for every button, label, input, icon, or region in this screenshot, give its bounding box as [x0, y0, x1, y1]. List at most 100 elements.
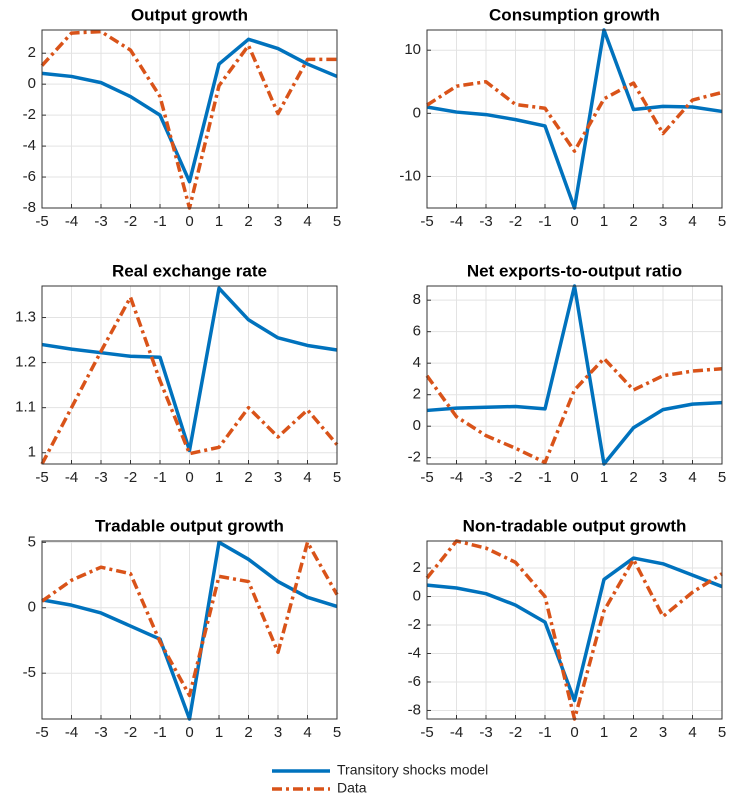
y-tick-label: -2	[23, 106, 36, 123]
axes-box	[41, 285, 338, 465]
data-line	[41, 37, 338, 184]
x-tick-label: 4	[303, 213, 311, 230]
y-tick-label: 0	[413, 104, 421, 121]
y-tick-label: -10	[399, 167, 421, 184]
x-tick-label: -5	[420, 469, 433, 486]
x-tick-label: -3	[94, 724, 107, 741]
x-tick-label: -2	[509, 724, 522, 741]
x-tick-label: 0	[185, 469, 193, 486]
y-tick-label: -6	[408, 673, 421, 690]
x-tick-label: -2	[124, 724, 137, 741]
data-line	[426, 556, 723, 703]
x-tick-label: 1	[215, 469, 223, 486]
x-tick-label: -4	[65, 724, 78, 741]
x-tick-label: -1	[538, 724, 551, 741]
axes-box	[426, 285, 723, 465]
y-tick-label: 2	[28, 44, 36, 61]
axes-box	[426, 29, 723, 209]
x-tick-label: 4	[688, 213, 696, 230]
x-tick-label: -4	[65, 469, 78, 486]
x-tick-label: 5	[718, 213, 726, 230]
legend-label: Data	[337, 780, 367, 796]
y-tick-label: -4	[23, 137, 36, 154]
x-tick-label: 2	[629, 469, 637, 486]
x-tick-label: -3	[94, 469, 107, 486]
x-tick-label: -1	[538, 469, 551, 486]
x-tick-label: 4	[303, 469, 311, 486]
x-tick-label: -4	[450, 724, 463, 741]
x-tick-label: 3	[274, 469, 282, 486]
chart-title: Net exports-to-output ratio	[467, 261, 682, 280]
chart-title: Real exchange rate	[112, 261, 267, 280]
x-tick-label: 1	[600, 724, 608, 741]
x-tick-label: 0	[185, 724, 193, 741]
x-tick-label: 3	[274, 724, 282, 741]
y-tick-label: -8	[408, 701, 421, 718]
y-tick-label: -8	[23, 199, 36, 216]
y-tick-label: 6	[413, 323, 421, 340]
x-tick-label: 0	[570, 469, 578, 486]
x-tick-label: 5	[333, 469, 341, 486]
x-tick-label: -5	[35, 213, 48, 230]
x-tick-label: 2	[244, 724, 252, 741]
y-tick-label: 2	[413, 559, 421, 576]
y-tick-label: 5	[28, 533, 36, 550]
x-tick-label: -3	[479, 469, 492, 486]
y-tick-label: -4	[408, 644, 421, 661]
x-tick-label: -2	[509, 469, 522, 486]
chart-title: Output growth	[131, 5, 248, 24]
axes-box	[41, 29, 338, 209]
x-tick-label: -5	[420, 213, 433, 230]
y-tick-label: 1.3	[15, 309, 36, 326]
x-tick-label: 5	[718, 469, 726, 486]
x-tick-label: -4	[450, 469, 463, 486]
x-tick-label: 1	[215, 213, 223, 230]
x-tick-label: 1	[600, 213, 608, 230]
y-tick-label: 0	[413, 588, 421, 605]
axes-box	[41, 540, 338, 720]
x-tick-label: 0	[570, 213, 578, 230]
x-tick-label: -1	[153, 213, 166, 230]
x-tick-label: 5	[718, 724, 726, 741]
x-tick-label: 4	[303, 724, 311, 741]
x-tick-label: 0	[570, 724, 578, 741]
x-tick-label: 4	[688, 724, 696, 741]
x-tick-label: -4	[450, 213, 463, 230]
x-tick-label: 3	[659, 469, 667, 486]
data-line	[426, 80, 723, 153]
x-tick-label: 2	[629, 213, 637, 230]
x-tick-label: -5	[420, 724, 433, 741]
y-tick-label: -5	[23, 664, 36, 681]
y-tick-label: 8	[413, 291, 421, 308]
y-tick-label: 0	[28, 599, 36, 616]
x-tick-label: 4	[688, 469, 696, 486]
y-tick-label: 4	[413, 354, 421, 371]
legend-label: Transitory shocks model	[337, 762, 488, 778]
x-tick-label: 2	[629, 724, 637, 741]
axes-box	[426, 540, 723, 720]
x-tick-label: 0	[185, 213, 193, 230]
x-tick-label: -3	[479, 724, 492, 741]
x-tick-label: -1	[538, 213, 551, 230]
x-tick-label: -2	[124, 213, 137, 230]
x-tick-label: 3	[274, 213, 282, 230]
y-tick-label: -2	[408, 616, 421, 633]
x-tick-label: -3	[479, 213, 492, 230]
x-tick-label: -2	[509, 213, 522, 230]
y-tick-label: 2	[413, 386, 421, 403]
x-tick-label: -1	[153, 469, 166, 486]
chart-title: Tradable output growth	[95, 516, 284, 535]
x-tick-label: 2	[244, 469, 252, 486]
y-tick-label: 1.1	[15, 399, 36, 416]
x-tick-label: -2	[124, 469, 137, 486]
x-tick-label: -3	[94, 213, 107, 230]
x-tick-label: 3	[659, 213, 667, 230]
data-line	[40, 540, 339, 698]
y-tick-label: -2	[408, 449, 421, 466]
y-tick-label: -6	[23, 168, 36, 185]
y-tick-label: 10	[404, 41, 421, 58]
chart-title: Non-tradable output growth	[463, 516, 687, 535]
x-tick-label: 2	[244, 213, 252, 230]
x-tick-label: -5	[35, 724, 48, 741]
